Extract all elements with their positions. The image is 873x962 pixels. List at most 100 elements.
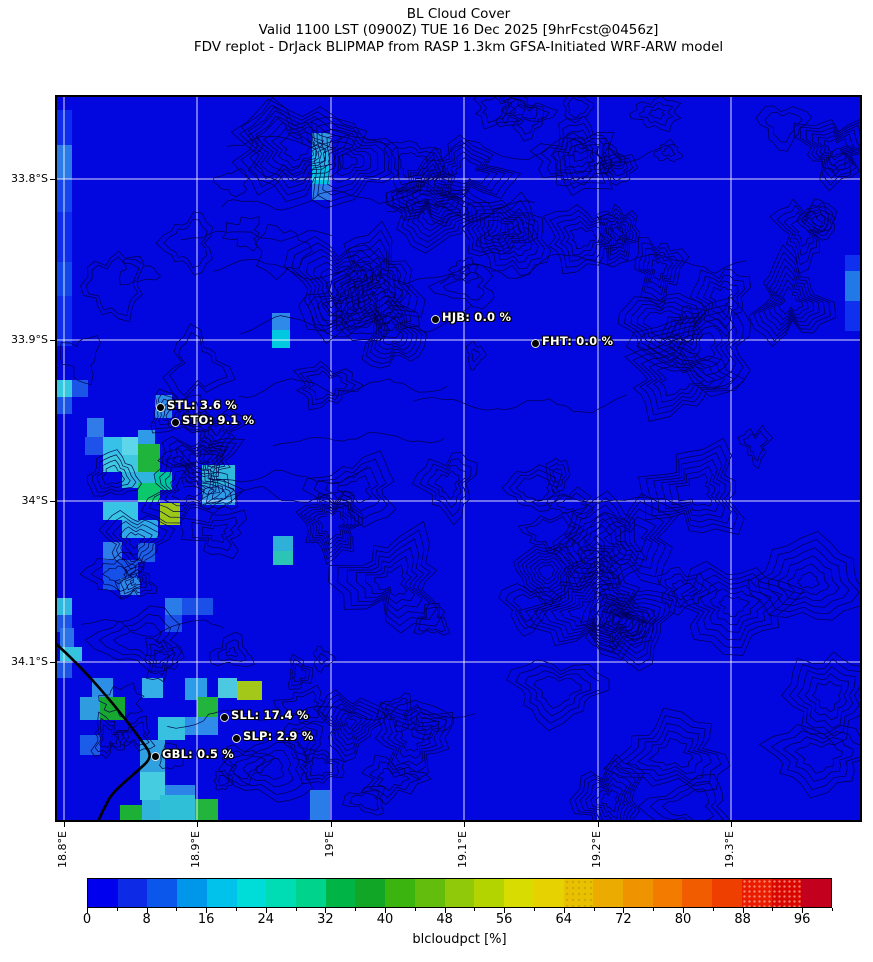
cloud-patch — [138, 430, 155, 444]
figure-titles: BL Cloud Cover Valid 1100 LST (0900Z) TU… — [33, 6, 873, 55]
y-axis-tick — [50, 340, 55, 341]
terrain-contours — [59, 95, 862, 822]
colorbar-segment — [296, 879, 326, 907]
colorbar-segment — [712, 879, 742, 907]
cloud-patch — [185, 717, 218, 735]
x-axis-tick — [64, 822, 65, 827]
colorbar-tick — [146, 908, 148, 913]
cloud-patch — [845, 301, 862, 331]
colorbar-segment — [652, 879, 683, 907]
colorbar-tick-label: 16 — [197, 912, 215, 927]
station-label: SLL: 17.4 % — [231, 708, 309, 722]
cloud-patch — [272, 313, 290, 330]
cloud-patch — [92, 678, 113, 698]
colorbar-tick — [623, 908, 625, 913]
cloud-patch — [273, 536, 293, 551]
colorbar-segment — [88, 879, 118, 907]
x-tick-label: 18.9°E — [189, 831, 202, 868]
cloud-patch — [80, 735, 100, 755]
cloud-patch — [160, 795, 195, 822]
x-axis-tick — [598, 822, 599, 827]
colorbar-segment — [385, 879, 415, 907]
station-label: FHT: 0.0 % — [542, 334, 614, 348]
valid-time-subtitle: Valid 1100 LST (0900Z) TUE 16 Dec 2025 [… — [258, 22, 659, 39]
colorbar-minor-tick — [176, 908, 178, 911]
colorbar-tick — [265, 908, 267, 913]
colorbar-segment — [444, 879, 475, 907]
cloud-patch — [138, 444, 160, 478]
y-tick-label: 34°S — [21, 494, 48, 507]
y-tick-label: 34.1°S — [11, 655, 48, 668]
station-label: HJB: 0.0 % — [442, 310, 512, 324]
y-tick-label: 33.9°S — [11, 333, 48, 346]
coastline — [55, 642, 151, 822]
colorbar-tick — [385, 908, 386, 913]
colorbar-segment — [563, 879, 594, 907]
cloud-patch — [142, 800, 165, 822]
cloud-patch — [195, 799, 218, 822]
cloud-patch — [272, 330, 290, 348]
cloud-patch — [310, 790, 330, 822]
station-marker-dot — [531, 339, 540, 348]
colorbar-tick-label: 40 — [376, 912, 394, 927]
x-axis-tick — [464, 822, 465, 827]
colorbar-tick-label: 96 — [793, 912, 811, 927]
colorbar-minor-tick — [653, 908, 655, 911]
colorbar-tick — [504, 908, 506, 913]
y-tick-label: 33.8°S — [11, 172, 48, 185]
page-title: BL Cloud Cover — [406, 6, 511, 22]
station-marker-dot — [156, 403, 165, 412]
cloud-patch — [120, 805, 142, 822]
y-axis-tick — [50, 501, 55, 502]
colorbar-segment — [117, 879, 148, 907]
station-marker-dot — [171, 418, 180, 427]
colorbar-segment — [771, 879, 802, 907]
cloud-patch — [273, 551, 293, 565]
colorbar-minor-tick — [712, 908, 714, 911]
station-label: GBL: 0.5 % — [162, 747, 235, 761]
colorbar-minor-tick — [355, 908, 357, 911]
colorbar-tick-label: 32 — [317, 912, 334, 927]
station-marker-dot — [232, 734, 241, 743]
colorbar-minor-tick — [534, 908, 535, 911]
x-tick-label: 19.1°E — [456, 831, 469, 868]
colorbar-segment — [206, 879, 237, 907]
colorbar-tick-label: 80 — [674, 912, 692, 927]
y-axis-tick — [50, 662, 55, 663]
station-marker-dot — [220, 713, 229, 722]
cloud-patch — [60, 647, 82, 661]
x-tick-label: 18.8°E — [56, 831, 69, 868]
colorbar-segment — [236, 879, 267, 907]
colorbar-tick-label: 8 — [142, 912, 151, 927]
colorbar-tick — [87, 908, 88, 913]
colorbar-segment — [801, 879, 831, 907]
station-marker-dot — [151, 752, 160, 761]
colorbar-minor-tick — [295, 908, 297, 911]
colorbar-tick-label: 72 — [615, 912, 632, 927]
colorbar-tick — [444, 908, 446, 913]
x-tick-label: 19°E — [323, 831, 336, 858]
cloud-patch — [87, 418, 104, 437]
colorbar-segment — [533, 879, 564, 907]
colorbar-segment — [622, 879, 653, 907]
colorbar-caption: blcloudpct [%] — [412, 932, 507, 947]
colorbar-minor-tick — [414, 908, 416, 911]
map-overlay-svg — [55, 95, 862, 822]
cloud-patch — [160, 503, 180, 525]
cloud-patch — [85, 437, 105, 455]
colorbar-tick-label: 88 — [734, 912, 751, 927]
x-axis-tick — [197, 822, 198, 827]
colorbar-tick-label: 0 — [82, 912, 92, 927]
colorbar-minor-tick — [593, 908, 595, 911]
colorbar-segment — [325, 879, 356, 907]
cloud-patch — [103, 455, 138, 472]
cloud-patch — [103, 437, 122, 455]
colorbar-segment — [474, 879, 505, 907]
colorbar-tick-label: 56 — [495, 912, 513, 927]
colorbar-tick — [742, 908, 744, 913]
cloud-patch — [845, 255, 862, 271]
cloud-patch — [122, 437, 138, 455]
cloud-patch — [237, 681, 262, 700]
station-label: SLP: 2.9 % — [243, 729, 314, 743]
colorbar-minor-tick — [832, 908, 833, 911]
